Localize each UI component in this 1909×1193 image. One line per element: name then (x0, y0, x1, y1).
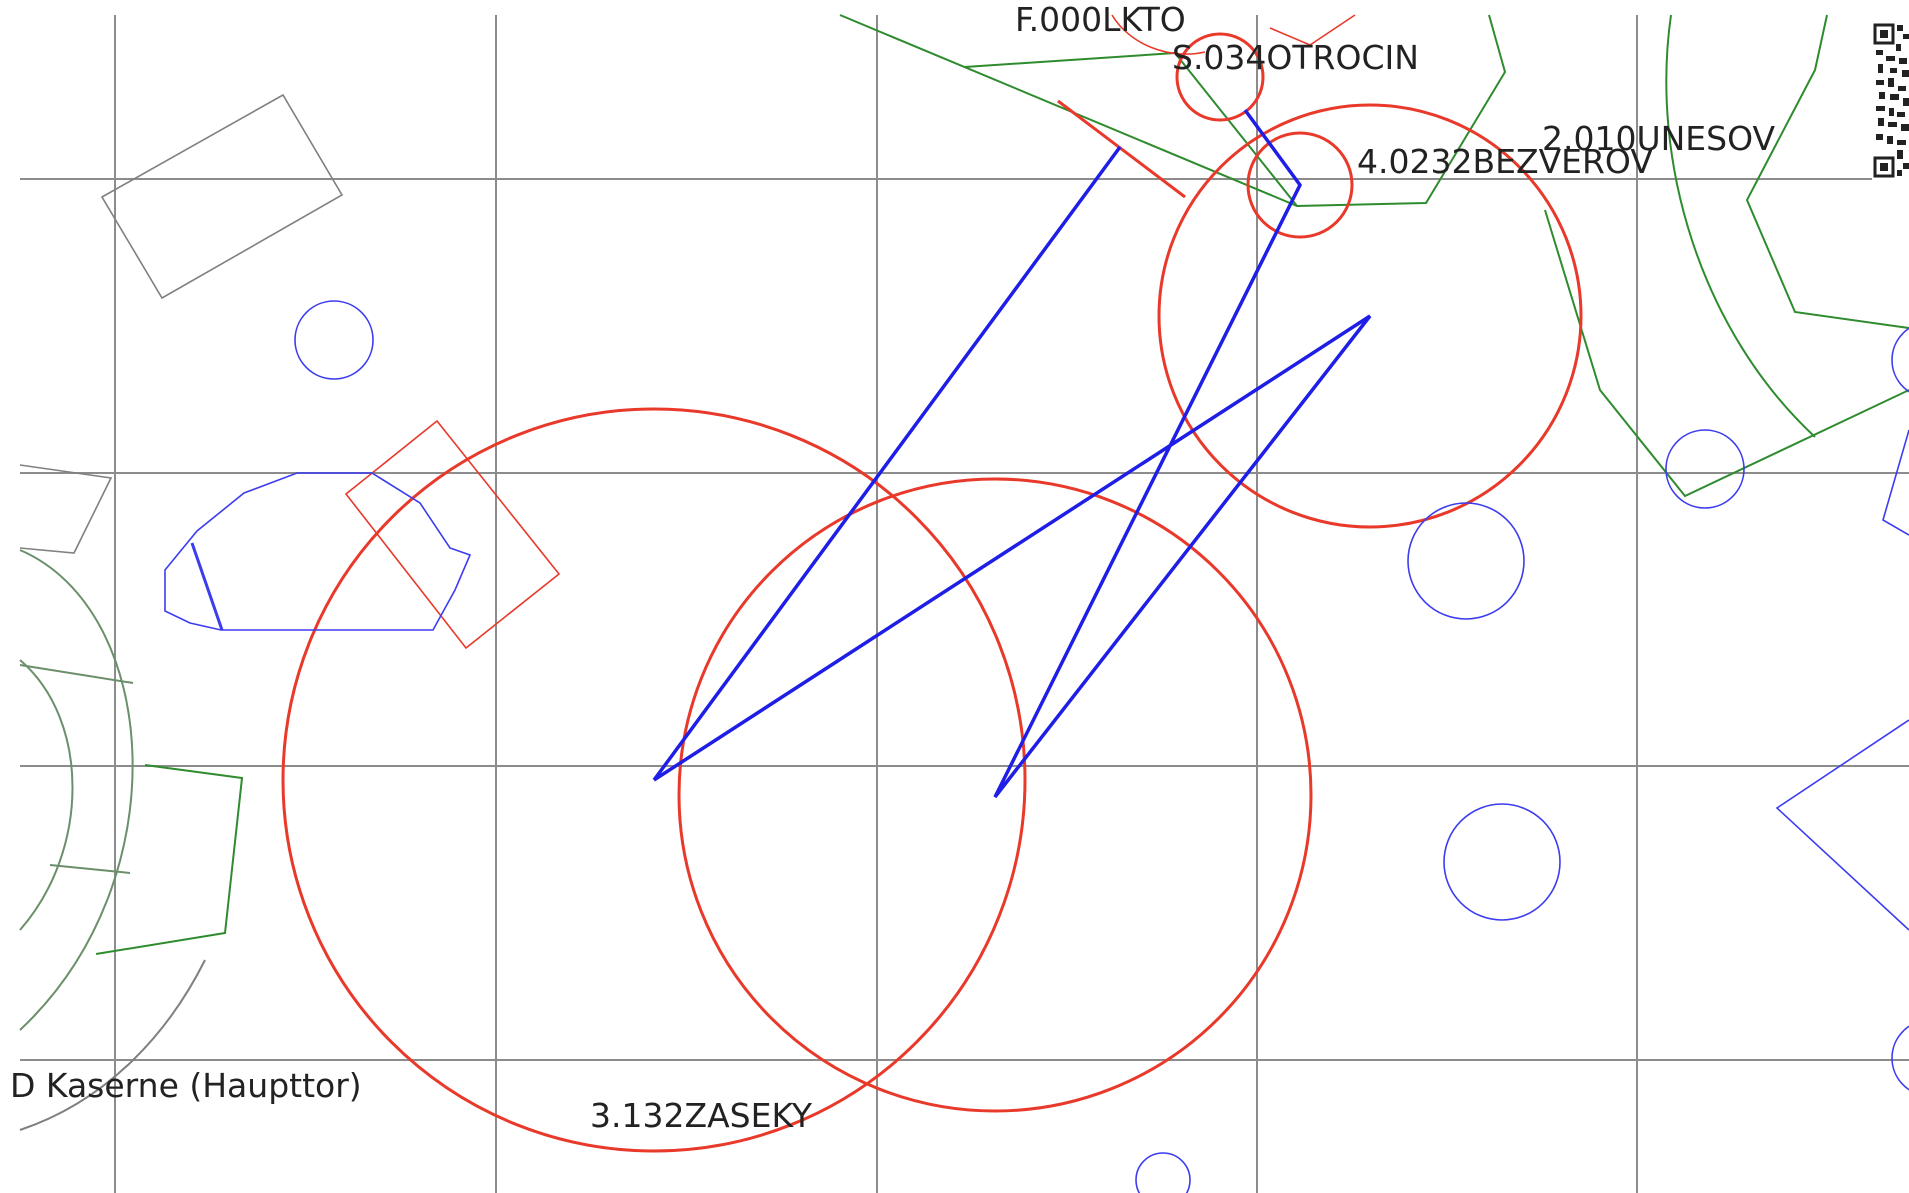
red-arc-top-right (1269, 14, 1356, 46)
control-circle-s034 (1175, 32, 1265, 122)
map-grid (20, 15, 1909, 1193)
control-features (344, 14, 1356, 650)
building-rectangle (100, 93, 344, 300)
blue-shape-east (1775, 719, 1909, 931)
red-arc-top (1111, 14, 1206, 55)
label-s034otrocin: S.034OTROCIN (1172, 38, 1419, 77)
qr-code-icon (1872, 22, 1909, 182)
control-circle-3 (677, 477, 1313, 1113)
arena-divider-1 (19, 664, 134, 684)
blue-shape-northeast (1882, 429, 1909, 536)
arena-divider-2 (49, 864, 131, 874)
vegetation-boundary-southeast (1544, 209, 1909, 498)
label-2-010unesov: 2.010UNESOV (1542, 119, 1776, 158)
label-4-0232bezverov: 4.0232BEZVEROV (1357, 142, 1653, 181)
blue-features (164, 300, 1909, 1193)
control-circles (281, 32, 1583, 1153)
vegetation-boundary-north (839, 14, 1507, 208)
blue-pond-outline (164, 472, 472, 631)
blue-circle-edge-2 (1891, 1025, 1909, 1091)
blue-pond-line (190, 542, 224, 631)
building-outlines (19, 93, 344, 554)
blue-circle-edge-1 (1891, 327, 1909, 393)
course-line (653, 108, 1372, 799)
arena-segment (95, 764, 244, 955)
vegetation-line-top (964, 52, 1176, 68)
start-triangle-edge (1057, 99, 1186, 199)
blue-circle-bottom (1135, 1152, 1191, 1193)
vegetation-arc-east (1665, 14, 1816, 438)
arena-arc-inner (19, 659, 74, 931)
label-3-132zaseky: 3.132ZASEKY (590, 1096, 813, 1135)
blue-circle-west (294, 300, 374, 380)
building-outline-left (19, 464, 113, 554)
course-legs (652, 108, 1372, 799)
red-rectangle-feature (344, 419, 561, 650)
vegetation-boundary-east (1745, 14, 1909, 329)
course-leg-start (652, 145, 1122, 782)
blue-circle-east-2 (1407, 502, 1525, 620)
vegetation-line-diag (1174, 52, 1298, 207)
blue-circle-east-3 (1443, 803, 1561, 921)
vegetation-lines (19, 14, 1909, 1131)
control-circle-large-4 (1157, 103, 1583, 529)
control-circle-small-4 (1246, 131, 1354, 239)
map-labels: F.000LKTO S.034OTROCIN 4.0232BEZVEROV 2.… (10, 0, 1776, 1135)
arena-arc-gray (19, 959, 206, 1131)
label-f000lkto: F.000LKTO (1015, 0, 1186, 39)
arena-arc-outer (19, 549, 134, 1031)
control-circle-start (281, 407, 1027, 1153)
blue-circle-east-1 (1665, 429, 1745, 509)
label-kaserne-haupttor: D Kaserne (Haupttor) (10, 1066, 362, 1105)
